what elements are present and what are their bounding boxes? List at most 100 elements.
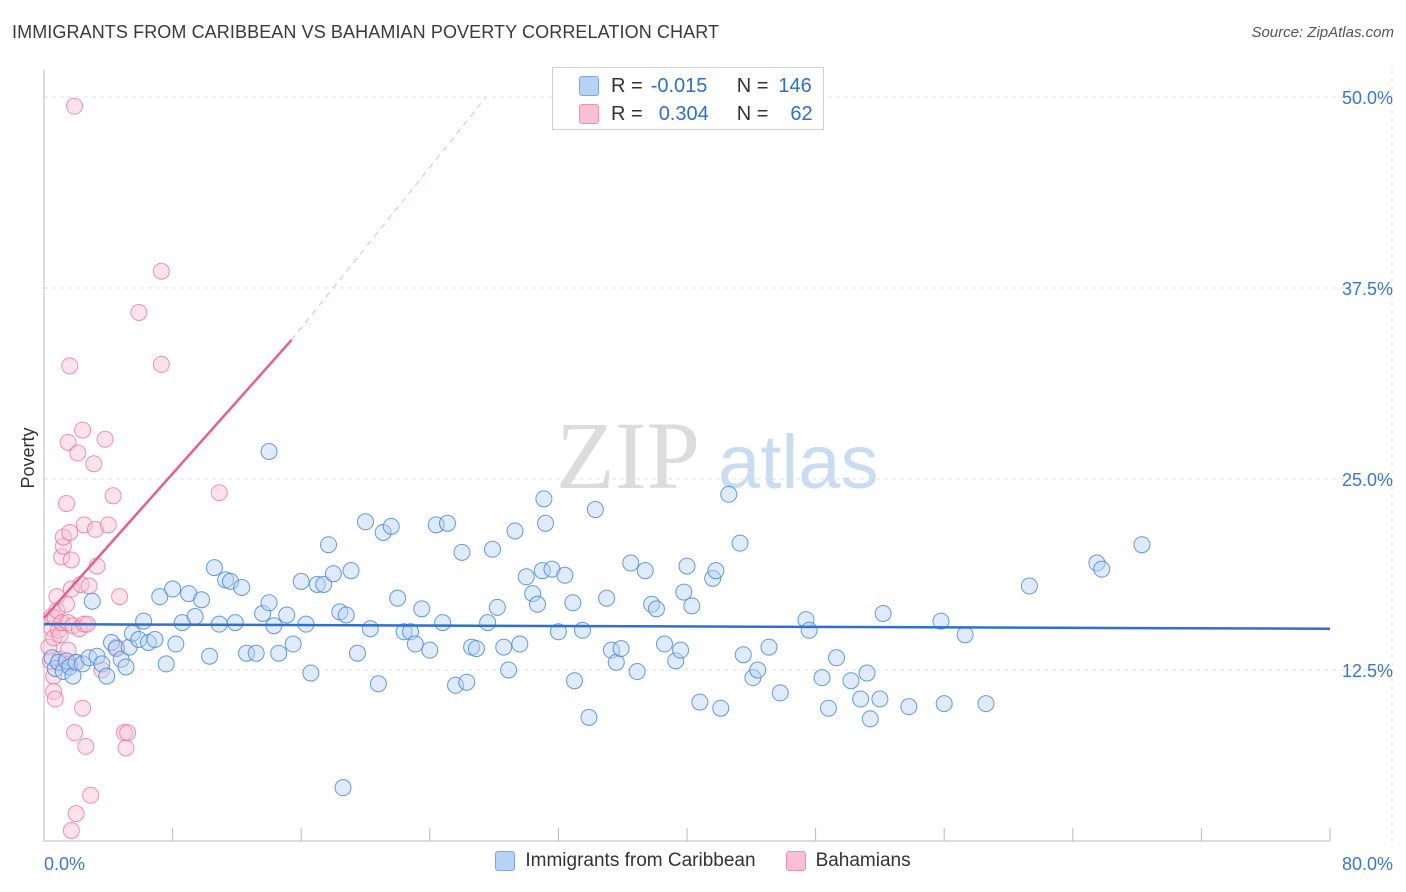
caribbean-point [233,578,251,596]
caribbean-point [574,621,592,639]
caribbean-point [771,684,789,702]
caribbean-point [284,635,302,653]
caribbean-point [683,597,701,615]
caribbean-point [842,672,860,690]
bahamians-point [67,805,85,823]
caribbean-point [201,647,219,665]
bahamians-point [74,421,92,439]
caribbean-point [691,693,709,711]
caribbean-point [549,623,567,641]
bahamians-point [152,355,170,373]
caribbean-point [858,664,876,682]
bahamians-point [111,588,129,606]
caribbean-point [647,600,665,618]
watermark-atlas: atlas [718,420,879,505]
caribbean-point [270,644,288,662]
caribbean-point [278,606,296,624]
caribbean-point [580,708,598,726]
caribbean-point [506,522,524,540]
caribbean-point [628,663,646,681]
caribbean-point [488,598,506,616]
caribbean-point [800,621,818,639]
bahamians-swatch [579,104,599,124]
caribbean-point [827,649,845,667]
caribbean-point [238,644,256,662]
r-label: R = [611,74,643,97]
caribbean-point [731,534,749,552]
stats-row-caribbean: R = -0.015 N = 146 [579,72,812,100]
caribbean-point [707,562,725,580]
chart-title: IMMIGRANTS FROM CARIBBEAN VS BAHAMIAN PO… [12,22,720,42]
bahamians-point [53,548,71,566]
y-axis-label: Poverty [18,427,38,488]
r-value: 0.304 [658,102,709,125]
caribbean-point [495,638,513,656]
bahamians-point [61,523,79,541]
bahamians-point [58,494,76,512]
caribbean-point [164,580,182,598]
caribbean-point [935,695,953,713]
r-value: -0.015 [650,74,708,97]
caribbean-point [535,490,553,508]
bahamians-point [99,516,117,534]
caribbean-point [720,485,738,503]
caribbean-point [871,690,889,708]
bahamians-point [85,455,103,473]
caribbean-point [438,514,456,532]
x-tick-label: 80.0% [1342,854,1393,874]
bahamians-points [40,97,228,839]
caribbean-point [524,585,542,603]
caribbean-point [64,667,82,685]
caribbean-point [672,641,690,659]
caribbean-point [467,640,485,658]
trend-lines [43,96,1331,630]
caribbean-point [483,540,501,558]
bahamians-point [62,821,80,839]
bahamians-trend-extension [291,96,487,341]
n-value: 62 [790,102,813,125]
axes [43,70,1331,842]
bahamians-point [59,433,77,451]
caribbean-point [622,554,640,572]
caribbean-point [813,669,831,687]
caribbean-point [453,543,471,561]
caribbean-point [167,635,185,653]
bahamians-point [77,737,95,755]
bahamians-swatch [785,851,806,871]
caribbean-point [760,638,778,656]
caribbean-point [564,594,582,612]
watermark: ZIP atlas [556,402,879,509]
caribbean-point [334,779,352,797]
caribbean-point [193,591,211,609]
caribbean-point [819,699,837,717]
caribbean-trend-line [43,622,1331,630]
bahamians-point [53,614,71,632]
bahamians-point [59,641,77,659]
caribbean-point [447,676,465,694]
caribbean-point [479,614,497,632]
caribbean-point [565,672,583,690]
caribbean-point [117,658,135,676]
caribbean-point [977,695,995,713]
caribbean-point [1020,577,1038,595]
caribbean-point [67,653,85,671]
caribbean-point [500,661,518,679]
caribbean-point [421,641,439,659]
bahamians-point [46,690,64,708]
caribbean-point [655,635,673,653]
legend-item-caribbean[interactable]: Immigrants from Caribbean [495,850,756,872]
legend-item-bahamians[interactable]: Bahamians [785,850,911,872]
caribbean-point [324,565,342,583]
caribbean-point [667,652,685,670]
x-tick-label: 0.0% [44,854,85,874]
stats-legend: R = -0.015 N = 146 R = 0.304 N = 62 [552,67,824,130]
caribbean-point [643,595,661,613]
caribbean-point [598,589,616,607]
caribbean-point [260,442,278,460]
stats-row-bahamians: R = 0.304 N = 62 [579,100,813,128]
caribbean-point [357,513,374,531]
caribbean-point [315,575,333,593]
caribbean-point [678,557,696,575]
caribbean-point [734,646,752,664]
